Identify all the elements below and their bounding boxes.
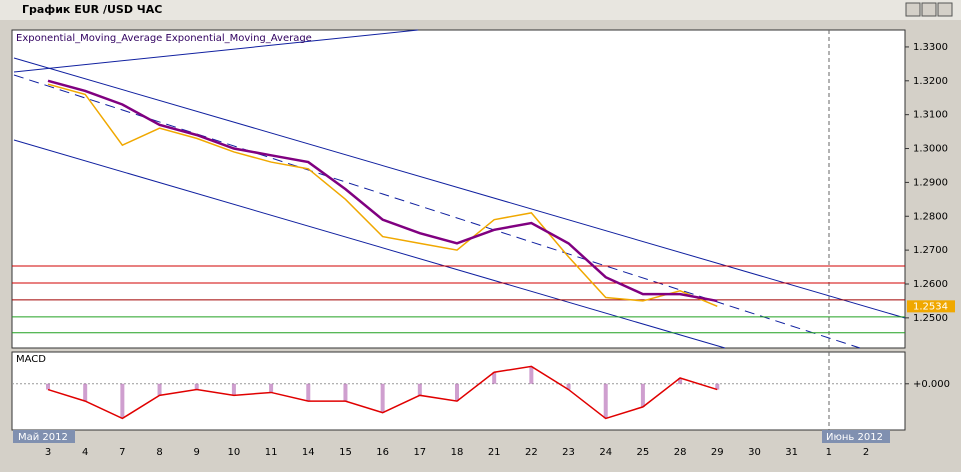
window-title: График EUR /USD ЧАС xyxy=(22,3,162,16)
x-tick-label: 2 xyxy=(863,447,869,458)
x-tick-label: 28 xyxy=(674,447,687,458)
x-tick-label: 23 xyxy=(562,447,575,458)
histogram-bar xyxy=(380,383,385,413)
y-tick-label: 1.3100 xyxy=(913,110,948,121)
histogram-bar xyxy=(529,366,534,384)
histogram-bar xyxy=(231,383,236,396)
month-label-box xyxy=(822,430,890,443)
x-tick-label: 3 xyxy=(45,447,51,458)
trendline xyxy=(13,74,861,349)
histogram-bar xyxy=(83,383,88,402)
x-tick-label: 8 xyxy=(156,447,162,458)
x-tick-label: 18 xyxy=(451,447,464,458)
histogram-bar xyxy=(343,383,348,402)
histogram-bar xyxy=(678,378,683,384)
x-tick-label: 29 xyxy=(711,447,724,458)
x-tick-label: 22 xyxy=(525,447,538,458)
x-tick-label: 1 xyxy=(826,447,832,458)
month-label: Июнь 2012 xyxy=(826,432,883,443)
month-label: Май 2012 xyxy=(18,432,68,443)
series-line xyxy=(47,365,718,420)
histogram-bar xyxy=(306,383,311,402)
x-tick-label: 21 xyxy=(488,447,501,458)
y-tick-label: 1.2600 xyxy=(913,279,948,290)
histogram-bar xyxy=(640,383,645,407)
y-tick-label: 1.3200 xyxy=(913,76,948,87)
minimize-button[interactable] xyxy=(905,2,921,17)
x-tick-label: 15 xyxy=(339,447,352,458)
x-tick-label: 30 xyxy=(748,447,761,458)
histogram-bar xyxy=(46,383,50,390)
y-tick-label: 1.3300 xyxy=(913,42,948,53)
trendline xyxy=(13,57,906,319)
y-tick-label: 1.2900 xyxy=(913,177,948,188)
series-line xyxy=(47,83,718,308)
x-tick-label: 24 xyxy=(599,447,612,458)
y-tick-label: 1.2800 xyxy=(913,211,948,222)
histogram-bar xyxy=(269,383,274,393)
histogram-bar xyxy=(455,383,459,402)
x-tick-label: 31 xyxy=(785,447,798,458)
macd-title: MACD xyxy=(16,354,46,365)
histogram-bar xyxy=(417,383,422,396)
x-tick-label: 9 xyxy=(194,447,200,458)
series-line xyxy=(47,79,718,303)
histogram-bar xyxy=(566,383,571,390)
y-tick-label: 1.2700 xyxy=(913,245,948,256)
y-tick-label: 1.2500 xyxy=(913,313,948,324)
x-tick-label: 17 xyxy=(413,447,426,458)
y-tick-label: +0.000 xyxy=(913,379,950,390)
x-tick-label: 14 xyxy=(302,447,315,458)
histogram-bar xyxy=(715,383,720,390)
histogram-bar xyxy=(120,383,125,419)
histogram-bar xyxy=(492,372,497,384)
month-label-box xyxy=(13,430,75,443)
x-tick-label: 7 xyxy=(119,447,125,458)
y-tick-label: 1.3000 xyxy=(913,144,948,155)
x-tick-label: 25 xyxy=(637,447,650,458)
x-tick-label: 11 xyxy=(265,447,278,458)
maximize-button[interactable] xyxy=(921,2,937,17)
price-pane xyxy=(11,29,906,349)
x-tick-label: 16 xyxy=(376,447,389,458)
histogram-bar xyxy=(603,383,608,419)
trendline xyxy=(13,139,726,349)
indicator-legend: Exponential_Moving_Average Exponential_M… xyxy=(16,33,312,44)
histogram-bar xyxy=(157,383,162,396)
x-tick-label: 10 xyxy=(228,447,241,458)
trendline xyxy=(13,29,419,73)
price-label: 1.2534 xyxy=(913,301,948,312)
price-marker xyxy=(907,300,955,313)
histogram-bar xyxy=(194,383,199,390)
x-tick-label: 4 xyxy=(82,447,88,458)
title-bar xyxy=(0,0,961,20)
close-button[interactable] xyxy=(937,2,953,17)
